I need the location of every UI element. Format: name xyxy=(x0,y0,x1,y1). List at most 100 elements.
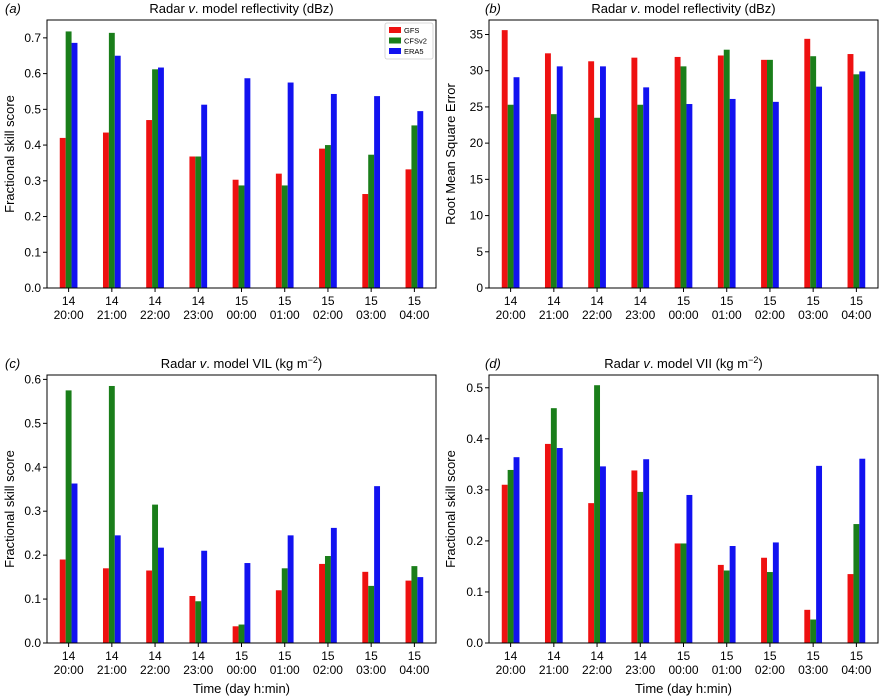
y-tick-label: 0.1 xyxy=(466,585,483,599)
bar-cfsv2-6 xyxy=(723,570,730,643)
bar-gfs-8 xyxy=(362,571,369,643)
x-tick-label-time: 03:00 xyxy=(798,308,828,322)
bar-era5-3 xyxy=(600,66,606,288)
bar-era5-6 xyxy=(287,82,294,288)
bar-cfsv2-1 xyxy=(65,31,72,289)
bar-era5-6 xyxy=(729,98,736,288)
bar-era5-5 xyxy=(686,494,693,643)
x-tick-label-day: 15 xyxy=(408,294,422,308)
x-tick-label-day: 14 xyxy=(148,294,162,308)
y-tick-label: 0.5 xyxy=(24,416,41,430)
bar-cfsv2-2 xyxy=(550,408,557,643)
legend-swatch-era5 xyxy=(389,48,401,54)
y-tick-label: 0.5 xyxy=(24,102,41,116)
chart-title: Radar v. model reflectivity (dBz) xyxy=(591,1,775,16)
x-tick-label-time: 22:00 xyxy=(140,663,170,677)
bar-era5-9 xyxy=(417,577,424,643)
x-tick-label-day: 14 xyxy=(105,649,119,663)
bar-era5-3 xyxy=(158,547,164,643)
bar-era5-9 xyxy=(859,71,866,289)
y-tick-label: 0.2 xyxy=(24,210,41,224)
y-tick-label: 0.3 xyxy=(24,504,41,518)
bar-gfs-9 xyxy=(405,169,412,288)
panel-letter: (d) xyxy=(485,356,501,371)
x-tick-label-time: 22:00 xyxy=(140,308,170,322)
y-tick-label: 0.2 xyxy=(466,534,483,548)
bar-era5-8 xyxy=(374,96,381,288)
x-tick-label-time: 20:00 xyxy=(496,663,526,677)
bar-cfsv2-4 xyxy=(195,601,202,643)
bar-era5-6 xyxy=(287,535,294,643)
bar-gfs-5 xyxy=(232,626,239,643)
bar-era5-4 xyxy=(201,550,208,643)
bar-era5-7 xyxy=(772,542,779,643)
bar-gfs-5 xyxy=(674,56,681,288)
bar-gfs-9 xyxy=(405,580,412,643)
y-axis-label: Fractional skill score xyxy=(2,450,17,568)
y-tick-label: 0.7 xyxy=(24,31,41,45)
bar-gfs-1 xyxy=(501,484,508,643)
bar-era5-8 xyxy=(816,86,823,288)
x-tick-label-day: 14 xyxy=(192,649,206,663)
bar-gfs-8 xyxy=(804,609,811,643)
bar-gfs-6 xyxy=(717,55,724,288)
bar-cfsv2-8 xyxy=(368,154,375,288)
chart-title: Radar v. model VII (kg m−2) xyxy=(604,355,762,371)
y-tick-label: 0.0 xyxy=(24,281,41,295)
y-tick-label: 30 xyxy=(470,64,484,78)
bar-gfs-1 xyxy=(59,559,66,643)
x-tick-label-time: 23:00 xyxy=(183,308,213,322)
x-tick-label-time: 21:00 xyxy=(97,308,127,322)
x-tick-label-time: 21:00 xyxy=(539,663,569,677)
x-tick-label-day: 15 xyxy=(677,649,691,663)
x-tick-label-time: 03:00 xyxy=(356,308,386,322)
bar-cfsv2-7 xyxy=(324,556,331,643)
x-tick-label-day: 15 xyxy=(720,649,734,663)
bar-gfs-8 xyxy=(804,38,811,288)
x-tick-label-day: 15 xyxy=(364,649,378,663)
bar-gfs-4 xyxy=(631,470,638,643)
x-tick-label-day: 15 xyxy=(677,294,691,308)
x-tick-label-time: 02:00 xyxy=(755,663,785,677)
x-tick-label-day: 14 xyxy=(547,294,561,308)
bar-gfs-3 xyxy=(146,570,153,643)
bar-gfs-4 xyxy=(631,57,638,288)
bar-era5-8 xyxy=(374,486,381,643)
bar-era5-4 xyxy=(643,87,650,288)
bar-gfs-4 xyxy=(189,595,196,643)
x-tick-label-day: 14 xyxy=(62,649,76,663)
chart-panel-1: 0.00.10.20.30.40.50.60.71420:001421:0014… xyxy=(2,1,437,322)
bar-gfs-6 xyxy=(717,564,724,643)
y-tick-label: 5 xyxy=(476,245,483,259)
x-tick-label-time: 00:00 xyxy=(668,308,698,322)
x-tick-label-day: 15 xyxy=(408,649,422,663)
y-tick-label: 0.4 xyxy=(24,460,41,474)
x-axis-label: Time (day h:min) xyxy=(193,681,290,696)
bar-cfsv2-7 xyxy=(766,572,773,643)
bar-cfsv2-9 xyxy=(411,125,418,288)
x-tick-label-time: 04:00 xyxy=(399,663,429,677)
bar-era5-1 xyxy=(513,457,520,643)
x-tick-label-day: 15 xyxy=(806,649,820,663)
bar-cfsv2-8 xyxy=(810,619,817,643)
x-tick-label-day: 15 xyxy=(720,294,734,308)
x-tick-label-day: 15 xyxy=(321,294,335,308)
bar-gfs-6 xyxy=(275,590,282,643)
bar-era5-3 xyxy=(158,67,164,288)
bar-gfs-3 xyxy=(588,503,595,643)
x-tick-label-time: 01:00 xyxy=(270,308,300,322)
bar-gfs-3 xyxy=(588,61,595,288)
x-tick-label-day: 14 xyxy=(192,294,206,308)
bar-cfsv2-5 xyxy=(680,66,687,288)
bar-era5-1 xyxy=(71,483,78,643)
x-tick-label-day: 15 xyxy=(850,294,864,308)
x-tick-label-time: 20:00 xyxy=(496,308,526,322)
bar-era5-3 xyxy=(600,466,606,643)
bar-cfsv2-3 xyxy=(594,117,601,288)
bar-gfs-7 xyxy=(761,557,767,643)
x-tick-label-time: 21:00 xyxy=(539,308,569,322)
x-tick-label-day: 15 xyxy=(850,649,864,663)
x-tick-label-day: 14 xyxy=(634,294,648,308)
bar-cfsv2-2 xyxy=(108,385,115,643)
